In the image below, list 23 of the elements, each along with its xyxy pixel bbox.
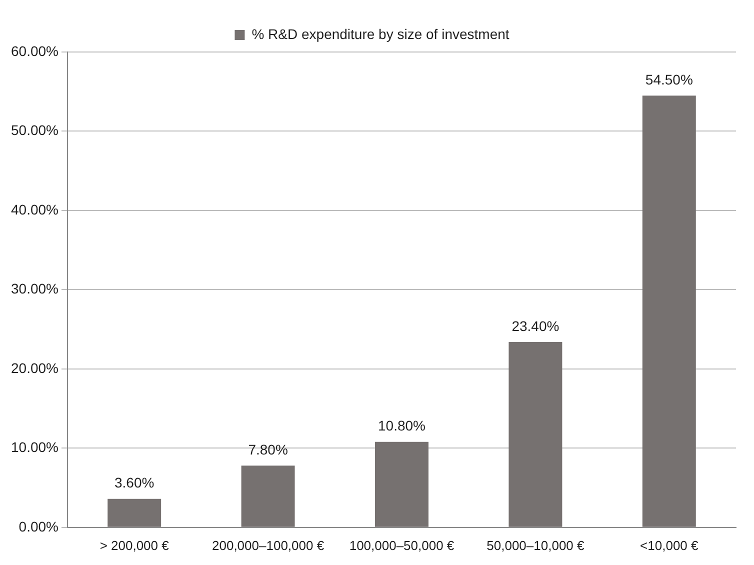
bar [375,442,428,527]
data-label: 54.50% [645,71,693,88]
data-label: 10.80% [378,418,426,434]
legend-label: % R&D expenditure by size of investment [252,26,510,42]
x-tick-label: <10,000 € [640,538,700,553]
x-tick-label: 50,000–10,000 € [486,538,586,553]
y-tick-label: 40.00% [11,201,58,218]
bar [241,466,295,527]
x-tick-label: > 200,000 € [100,538,170,553]
y-tick-label: 20.00% [11,360,58,376]
bar [108,498,162,527]
y-tick-label: 30.00% [11,280,58,297]
y-tick-label: 0.00% [18,518,58,534]
y-tick-label: 50.00% [11,122,58,138]
x-tick-label: 100,000–50,000 € [349,538,455,553]
data-label: 23.40% [512,318,560,334]
data-label: 7.80% [248,441,288,458]
y-tick-label: 60.00% [11,42,58,59]
data-label: 3.60% [114,474,154,491]
x-tick-label: 200,000–100,000 € [212,538,325,553]
bar [508,342,562,527]
y-tick-label: 10.00% [11,439,58,456]
bar [642,96,696,527]
